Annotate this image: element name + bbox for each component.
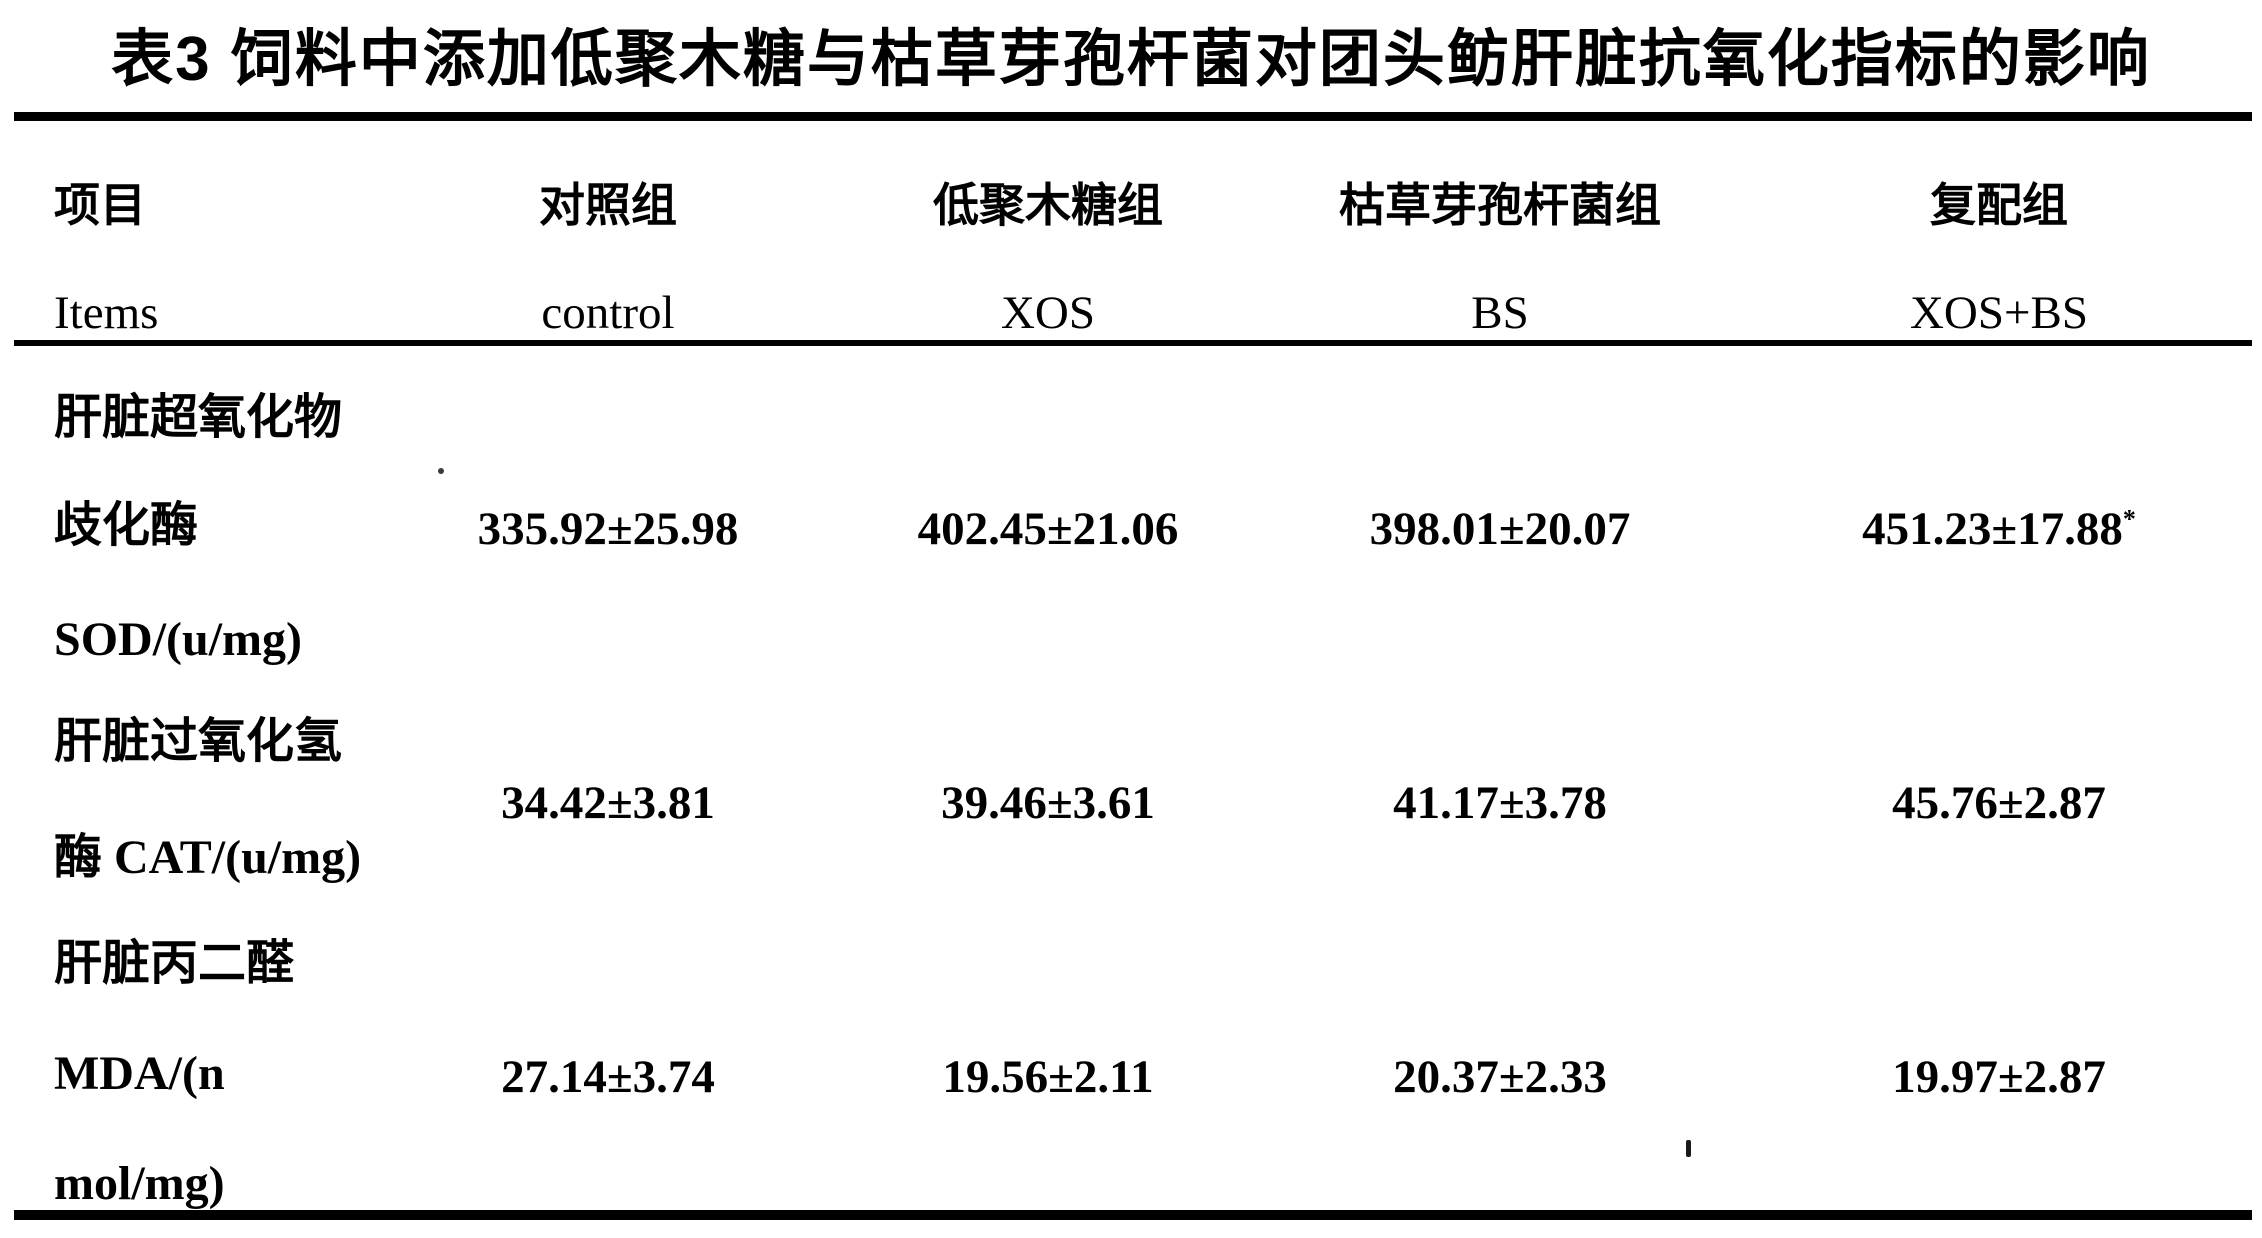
row-sod-value-control: 335.92±25.98 — [477, 503, 739, 555]
bottom-rule — [14, 1210, 2252, 1220]
col-header-control-zh: 对照组 — [539, 179, 677, 231]
row-cat-value-combo: 45.76±2.87 — [1892, 777, 2106, 829]
header-rule — [14, 340, 2252, 346]
col-header-bs-en: BS — [1471, 287, 1529, 339]
row-mda-value-xos: 19.56±2.11 — [942, 1051, 1154, 1103]
row-mda-value-combo: 19.97±2.87 — [1892, 1051, 2106, 1103]
col-header-items-zh: 项目 — [54, 179, 146, 231]
row-sod-label-line2: 歧化酶 — [54, 499, 199, 552]
scan-artifact-dot — [438, 468, 444, 474]
title-rule — [14, 112, 2252, 121]
row-cat-value-control: 34.42±3.81 — [501, 777, 715, 829]
significance-asterisk: * — [2122, 504, 2136, 534]
table-title: 表3 饲料中添加低聚木糖与枯草芽孢杆菌对团头鲂肝脏抗氧化指标的影响 — [111, 25, 2151, 94]
row-cat-label-line1: 肝脏过氧化氢 — [54, 715, 343, 768]
row-sod-value-xos: 402.45±21.06 — [917, 503, 1179, 555]
col-header-items-en: Items — [54, 287, 159, 339]
row-mda-value-bs: 20.37±2.33 — [1393, 1051, 1607, 1103]
row-cat-value-bs: 41.17±3.78 — [1393, 777, 1607, 829]
row-sod-value-combo: 451.23±17.88* — [1748, 503, 2250, 556]
col-header-combo-en: XOS+BS — [1909, 287, 2089, 339]
row-sod-value-combo-number: 451.23±17.88 — [1862, 503, 2123, 555]
col-header-control-en: control — [541, 287, 675, 339]
row-sod-label-line1: 肝脏超氧化物 — [54, 391, 343, 444]
row-cat-label-line2: 酶 CAT/(u/mg) — [54, 831, 362, 884]
row-sod-label-line3: SOD/(u/mg) — [54, 613, 303, 666]
col-header-xos-zh: 低聚木糖组 — [933, 179, 1163, 231]
col-header-combo-zh: 复配组 — [1930, 179, 2068, 231]
row-mda-label-line2: MDA/(n — [54, 1047, 225, 1100]
scan-artifact-tick — [1686, 1140, 1691, 1157]
col-header-bs-zh: 枯草芽孢杆菌组 — [1339, 179, 1661, 231]
row-mda-value-control: 27.14±3.74 — [501, 1051, 715, 1103]
row-cat-value-xos: 39.46±3.61 — [941, 777, 1155, 829]
row-mda-label-line1: 肝脏丙二醛 — [54, 937, 295, 990]
col-header-xos-en: XOS — [1000, 287, 1096, 339]
row-mda-label-line3: mol/mg) — [54, 1157, 225, 1210]
row-sod-value-bs: 398.01±20.07 — [1369, 503, 1631, 555]
